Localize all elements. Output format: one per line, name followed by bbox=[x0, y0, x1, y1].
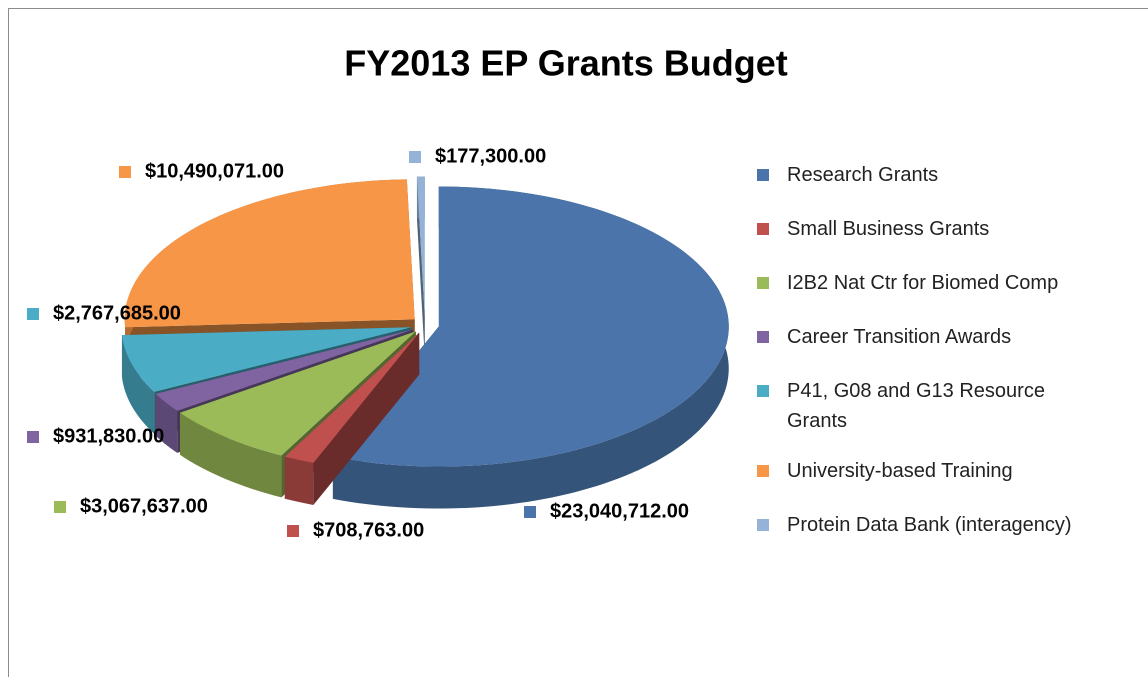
label-marker bbox=[524, 506, 536, 518]
legend-swatch bbox=[757, 169, 769, 181]
slice-side bbox=[179, 412, 282, 498]
slice-wall bbox=[284, 332, 420, 499]
label-marker bbox=[27, 431, 39, 443]
legend-swatch bbox=[757, 331, 769, 343]
frame bbox=[8, 8, 1148, 677]
slice-side bbox=[155, 393, 178, 453]
label-marker bbox=[119, 166, 131, 178]
slice bbox=[124, 179, 415, 328]
data-label: $3,067,637.00 bbox=[80, 495, 208, 517]
legend-label: Career Transition Awards bbox=[787, 326, 1012, 348]
legend-label: Research Grants bbox=[787, 164, 939, 186]
legend-label: Small Business Grants bbox=[787, 218, 990, 240]
slice bbox=[416, 176, 425, 317]
label-marker bbox=[287, 525, 299, 537]
slice bbox=[121, 327, 412, 392]
label-marker bbox=[409, 151, 421, 163]
legend-swatch bbox=[757, 277, 769, 289]
legend-swatch bbox=[757, 465, 769, 477]
legend-label: University-based Training bbox=[787, 460, 1013, 482]
legend-swatch bbox=[757, 519, 769, 531]
label-marker bbox=[27, 308, 39, 320]
slice-side bbox=[284, 456, 314, 505]
data-label: $708,763.00 bbox=[313, 519, 424, 541]
legend-swatch bbox=[757, 223, 769, 235]
slice bbox=[284, 332, 420, 463]
slice bbox=[332, 186, 729, 467]
legend-swatch bbox=[757, 385, 769, 397]
slice bbox=[179, 331, 416, 456]
legend-label: Protein Data Bank (interagency) bbox=[787, 514, 1072, 536]
data-label: $931,830.00 bbox=[53, 425, 164, 447]
label-marker bbox=[54, 501, 66, 513]
legend-label: P41, G08 and G13 Resource Grants bbox=[787, 380, 1045, 432]
legend-label: I2B2 Nat Ctr for Biomed Comp bbox=[787, 272, 1059, 294]
data-label: $2,767,685.00 bbox=[53, 302, 181, 324]
slice-side bbox=[121, 335, 155, 434]
data-label: $177,300.00 bbox=[435, 145, 546, 167]
data-label: $10,490,071.00 bbox=[145, 160, 284, 182]
data-label: $23,040,712.00 bbox=[550, 500, 689, 522]
slice-wall bbox=[416, 176, 425, 359]
slice-side bbox=[332, 186, 729, 509]
slice bbox=[155, 329, 414, 411]
chart-title: FY2013 EP Grants Budget bbox=[344, 43, 787, 84]
